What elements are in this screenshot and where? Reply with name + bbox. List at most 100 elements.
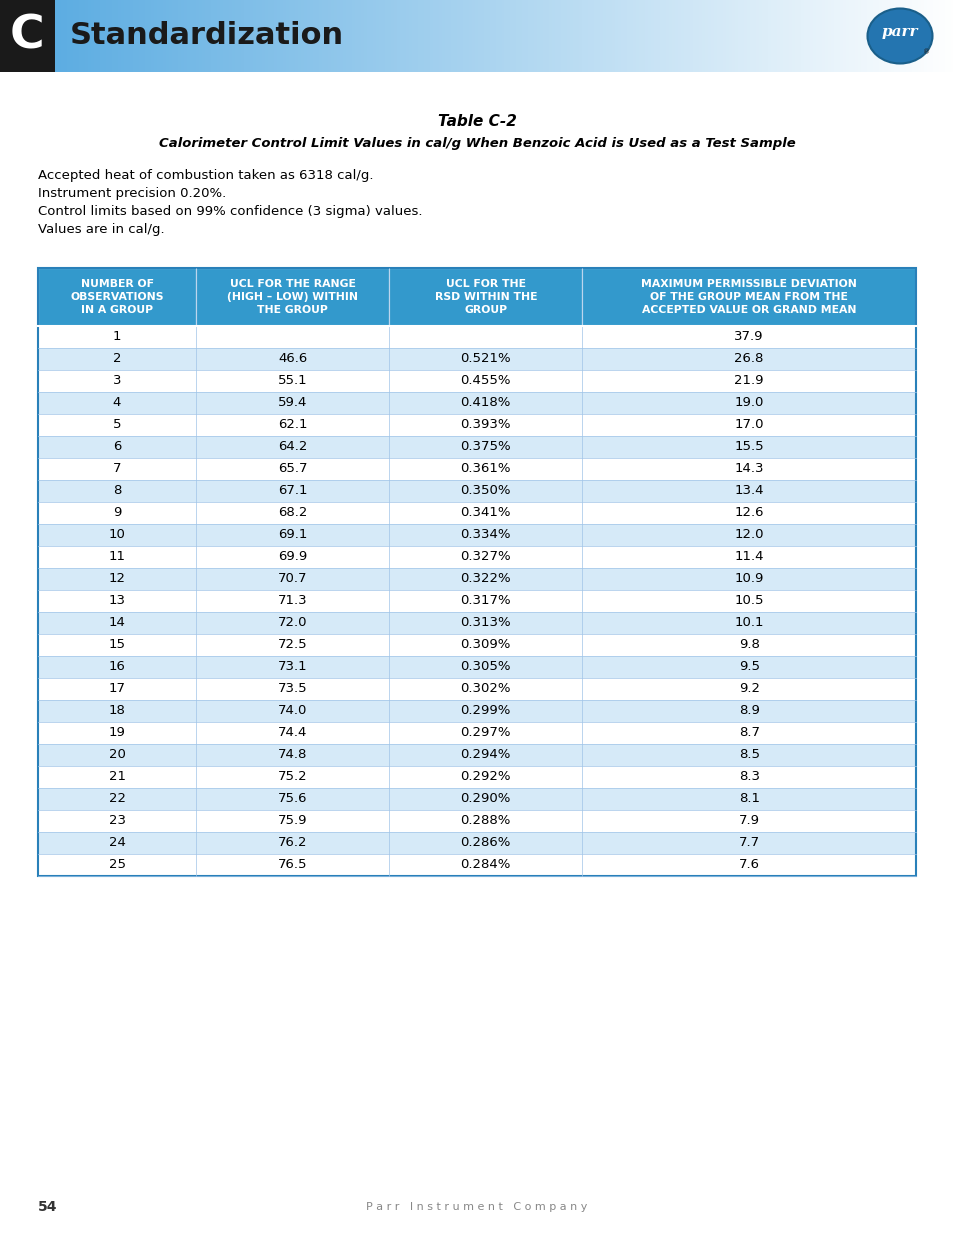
Polygon shape — [223, 0, 226, 72]
Text: parr: parr — [881, 25, 918, 40]
Polygon shape — [38, 788, 915, 810]
Polygon shape — [336, 0, 339, 72]
Polygon shape — [699, 0, 701, 72]
Polygon shape — [513, 0, 516, 72]
Polygon shape — [707, 0, 711, 72]
Text: 10.5: 10.5 — [734, 594, 763, 608]
Polygon shape — [38, 656, 915, 678]
Polygon shape — [38, 743, 915, 766]
Text: 0.317%: 0.317% — [460, 594, 511, 608]
Text: 0.305%: 0.305% — [460, 661, 511, 673]
Polygon shape — [61, 0, 64, 72]
Polygon shape — [195, 0, 198, 72]
Polygon shape — [79, 0, 82, 72]
Text: 0.361%: 0.361% — [460, 462, 511, 475]
Text: 72.0: 72.0 — [277, 616, 307, 630]
Polygon shape — [725, 0, 728, 72]
Polygon shape — [405, 0, 408, 72]
Polygon shape — [363, 0, 366, 72]
Polygon shape — [234, 0, 237, 72]
Polygon shape — [878, 0, 882, 72]
Text: 0.284%: 0.284% — [460, 858, 511, 872]
Polygon shape — [307, 0, 310, 72]
Polygon shape — [253, 0, 255, 72]
Polygon shape — [211, 0, 213, 72]
Polygon shape — [480, 0, 483, 72]
Polygon shape — [135, 0, 139, 72]
Polygon shape — [501, 0, 504, 72]
Polygon shape — [875, 0, 878, 72]
Text: Accepted heat of combustion taken as 6318 cal/g.: Accepted heat of combustion taken as 631… — [38, 169, 374, 183]
Polygon shape — [738, 0, 740, 72]
Text: 37.9: 37.9 — [734, 331, 763, 343]
Polygon shape — [732, 0, 735, 72]
Polygon shape — [564, 0, 567, 72]
Text: 0.288%: 0.288% — [460, 815, 511, 827]
Polygon shape — [459, 0, 462, 72]
Text: 68.2: 68.2 — [277, 506, 307, 520]
Polygon shape — [153, 0, 156, 72]
Polygon shape — [549, 0, 552, 72]
Polygon shape — [38, 524, 915, 546]
Polygon shape — [770, 0, 774, 72]
Text: 13.4: 13.4 — [734, 484, 763, 498]
Polygon shape — [447, 0, 450, 72]
Polygon shape — [836, 0, 840, 72]
Polygon shape — [456, 0, 459, 72]
Polygon shape — [396, 0, 399, 72]
Polygon shape — [774, 0, 777, 72]
Text: Standardization: Standardization — [70, 21, 344, 51]
Polygon shape — [271, 0, 274, 72]
Text: 8.3: 8.3 — [738, 771, 759, 783]
Polygon shape — [38, 634, 915, 656]
Polygon shape — [696, 0, 699, 72]
Polygon shape — [247, 0, 250, 72]
Polygon shape — [198, 0, 202, 72]
Polygon shape — [767, 0, 770, 72]
Polygon shape — [229, 0, 232, 72]
Polygon shape — [360, 0, 363, 72]
Polygon shape — [97, 0, 100, 72]
Polygon shape — [627, 0, 630, 72]
Polygon shape — [833, 0, 836, 72]
Polygon shape — [390, 0, 394, 72]
Polygon shape — [923, 0, 926, 72]
Polygon shape — [250, 0, 253, 72]
Polygon shape — [352, 0, 355, 72]
Polygon shape — [749, 0, 753, 72]
Polygon shape — [854, 0, 857, 72]
Text: 0.350%: 0.350% — [460, 484, 511, 498]
Text: UCL FOR THE RANGE
(HIGH – LOW) WITHIN
THE GROUP: UCL FOR THE RANGE (HIGH – LOW) WITHIN TH… — [227, 279, 357, 315]
Polygon shape — [578, 0, 581, 72]
Polygon shape — [38, 832, 915, 853]
Text: P a r r   I n s t r u m e n t   C o m p a n y: P a r r I n s t r u m e n t C o m p a n … — [366, 1202, 587, 1212]
Text: 73.1: 73.1 — [277, 661, 307, 673]
Polygon shape — [375, 0, 378, 72]
Polygon shape — [76, 0, 79, 72]
Polygon shape — [100, 0, 103, 72]
Polygon shape — [132, 0, 135, 72]
Polygon shape — [38, 480, 915, 501]
Polygon shape — [896, 0, 899, 72]
Polygon shape — [38, 348, 915, 370]
Polygon shape — [633, 0, 636, 72]
Polygon shape — [887, 0, 890, 72]
Polygon shape — [941, 0, 944, 72]
Polygon shape — [67, 0, 70, 72]
Text: 65.7: 65.7 — [277, 462, 307, 475]
Polygon shape — [519, 0, 522, 72]
Text: 9.2: 9.2 — [738, 683, 759, 695]
Polygon shape — [824, 0, 827, 72]
Text: 11.4: 11.4 — [734, 551, 763, 563]
Polygon shape — [866, 0, 869, 72]
Polygon shape — [58, 0, 61, 72]
Text: 70.7: 70.7 — [277, 573, 307, 585]
Polygon shape — [384, 0, 387, 72]
Polygon shape — [426, 0, 429, 72]
Polygon shape — [114, 0, 118, 72]
Polygon shape — [585, 0, 588, 72]
Polygon shape — [112, 0, 114, 72]
Polygon shape — [216, 0, 219, 72]
Polygon shape — [576, 0, 578, 72]
Text: 0.455%: 0.455% — [460, 374, 511, 388]
